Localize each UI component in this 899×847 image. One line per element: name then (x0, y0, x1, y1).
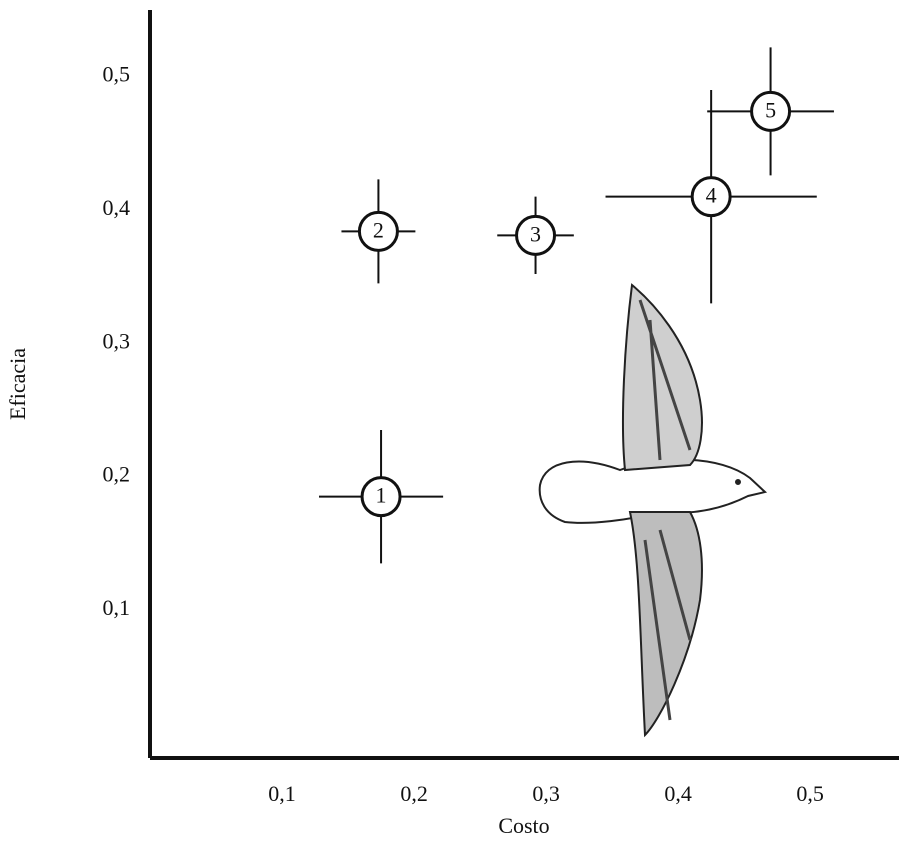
point (690, 176, 732, 218)
point (360, 476, 402, 518)
point (357, 210, 399, 252)
point-label: 2 (373, 217, 384, 242)
point (515, 214, 557, 256)
x-tick-label: 0,1 (268, 781, 296, 806)
x-tick-label: 0,3 (532, 781, 560, 806)
x-tick-label: 0,4 (664, 781, 692, 806)
point-label: 4 (706, 183, 717, 208)
y-tick-label: 0,3 (103, 328, 131, 353)
y-tick-label: 0,5 (103, 62, 131, 87)
y-tick-label: 0,1 (103, 595, 131, 620)
x-tick-label: 0,2 (400, 781, 428, 806)
point-label: 1 (376, 483, 387, 508)
point (750, 90, 792, 132)
x-axis-label: Costo (498, 813, 549, 838)
point-label: 5 (765, 97, 776, 122)
y-axis-label: Eficacia (5, 348, 30, 420)
x-tick-label: 0,5 (796, 781, 824, 806)
y-tick-label: 0,4 (103, 195, 131, 220)
point-label: 3 (530, 221, 541, 246)
bird-illustration (538, 283, 768, 738)
y-tick-label: 0,2 (103, 462, 131, 487)
